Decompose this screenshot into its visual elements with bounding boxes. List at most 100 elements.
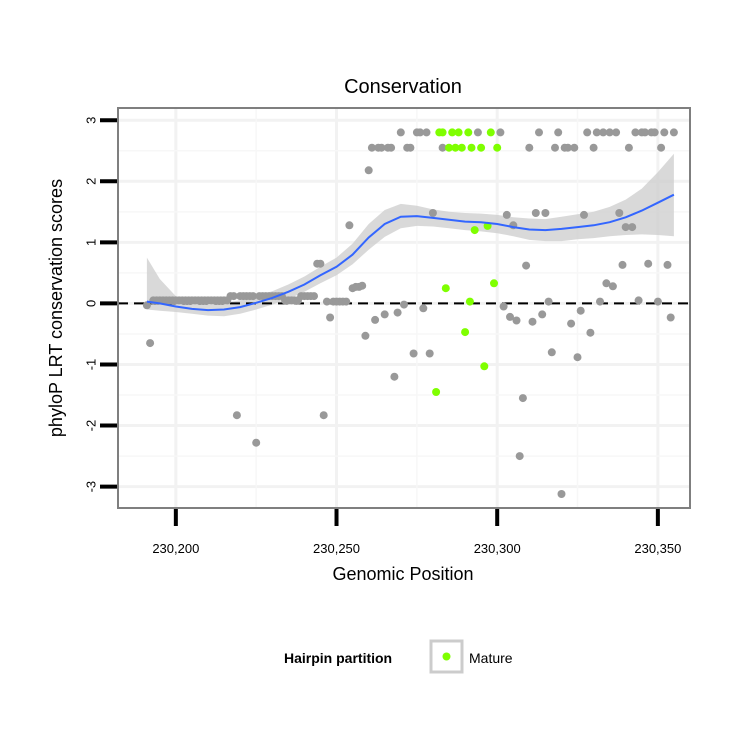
data-point (229, 292, 238, 301)
data-point (541, 209, 550, 217)
data-point (618, 260, 627, 269)
data-point (580, 210, 588, 219)
mature-point (457, 143, 466, 152)
data-point (621, 223, 630, 232)
mature-point (438, 128, 447, 137)
data-point (663, 260, 672, 269)
mature-point (486, 128, 495, 137)
data-point (425, 349, 434, 358)
x-tick-label: 230,350 (634, 541, 681, 556)
data-point (592, 128, 601, 137)
data-point (531, 209, 540, 217)
mature-point (464, 128, 473, 137)
data-point (496, 128, 505, 137)
data-point (322, 297, 331, 306)
legend-key-mature-point (442, 652, 451, 661)
chart-title: Conservation (344, 76, 462, 98)
data-point (316, 259, 325, 268)
mature-point (490, 279, 498, 288)
x-axis: 230,200 230,250 230,300 230,350 (152, 509, 681, 556)
y-axis-label: phyloP LRT conservation scores (46, 179, 66, 437)
data-points (142, 128, 678, 498)
data-point (400, 300, 408, 309)
confidence-band-area (146, 153, 674, 317)
data-point (393, 308, 402, 317)
data-point (538, 310, 547, 319)
data-point (438, 143, 447, 152)
data-point (657, 143, 666, 152)
data-point (406, 143, 415, 152)
x-tick-label: 230,250 (313, 541, 360, 556)
data-point (371, 315, 380, 324)
confidence-band (146, 153, 674, 317)
mature-point (493, 143, 502, 152)
y-tick-label: -1 (84, 359, 99, 371)
legend-title: Hairpin partition (284, 650, 392, 666)
data-point (602, 279, 611, 288)
data-point (252, 438, 261, 447)
mature-point (480, 362, 489, 371)
data-point (522, 261, 531, 270)
x-tick-label: 230,200 (152, 541, 199, 556)
data-point (650, 128, 659, 137)
data-point (615, 209, 624, 217)
data-point (506, 312, 514, 321)
data-point (326, 313, 335, 322)
smooth-line (146, 193, 675, 312)
data-point (567, 319, 576, 328)
y-tick-label: 2 (84, 178, 99, 185)
data-point (525, 143, 534, 152)
data-point (660, 128, 669, 137)
data-point (547, 348, 556, 357)
data-point (628, 223, 637, 232)
data-point (358, 281, 367, 290)
data-point (367, 143, 376, 152)
data-point (345, 221, 354, 230)
x-tick-label: 230,300 (474, 541, 521, 556)
data-point (586, 328, 595, 337)
data-point (576, 306, 585, 315)
data-point (608, 282, 617, 291)
y-axis: -3 -2 -1 0 1 2 3 (84, 117, 117, 493)
mature-point (451, 143, 460, 152)
data-point (319, 411, 328, 420)
mature-point (441, 284, 450, 293)
data-point (557, 490, 566, 498)
loess-fit-line (146, 193, 675, 312)
data-point (361, 331, 370, 340)
data-point (409, 349, 418, 358)
data-point (605, 128, 614, 137)
data-point (551, 143, 559, 152)
data-point (515, 452, 524, 461)
data-point (666, 313, 675, 322)
mature-point (477, 143, 486, 152)
data-point (473, 128, 482, 137)
mature-point (467, 143, 476, 152)
plot-panel (117, 107, 691, 509)
mature-point (454, 128, 463, 137)
y-tick-label: 1 (84, 239, 99, 246)
data-point (528, 317, 537, 326)
data-point (596, 297, 604, 306)
data-point (573, 353, 582, 362)
data-point (535, 128, 543, 137)
mature-point (445, 143, 453, 152)
data-point (634, 296, 643, 305)
data-point (644, 259, 653, 268)
data-point (249, 292, 257, 301)
y-tick-label: -3 (84, 481, 99, 493)
data-point (544, 297, 553, 306)
data-point (570, 143, 579, 152)
legend: Hairpin partition Mature (284, 639, 513, 674)
data-point (377, 143, 386, 152)
data-point (599, 128, 608, 137)
data-point (396, 128, 405, 137)
mature-point (470, 226, 479, 235)
data-point (512, 316, 521, 325)
data-point (499, 302, 508, 311)
data-point (142, 301, 151, 310)
data-point (631, 128, 640, 137)
y-tick-label: -2 (84, 420, 99, 432)
data-point (342, 297, 351, 306)
